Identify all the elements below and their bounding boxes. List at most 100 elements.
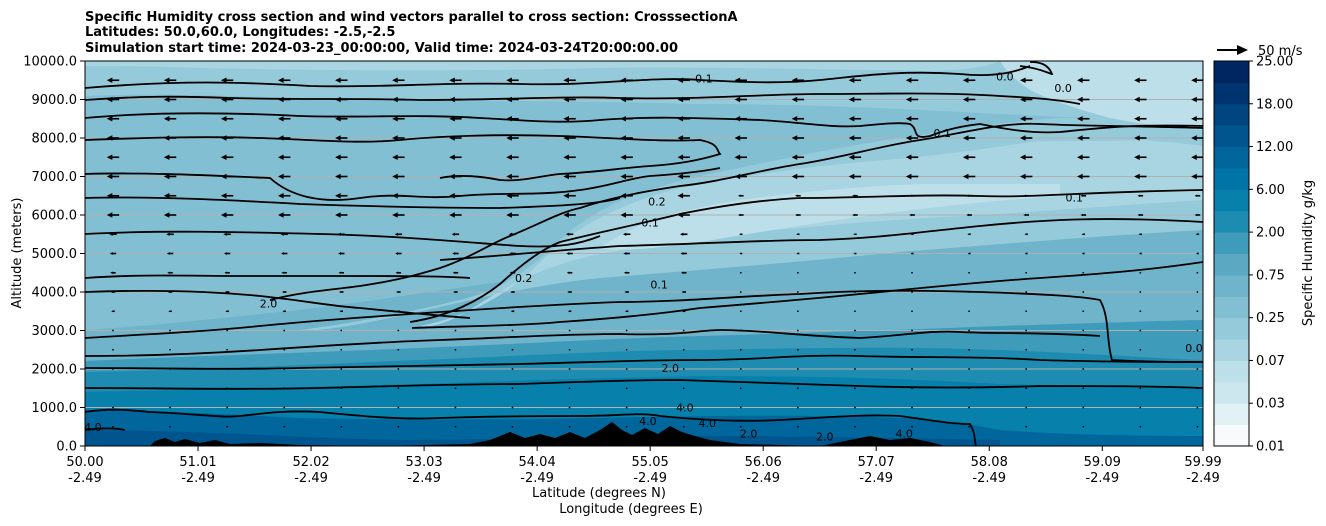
y-tick-label: 7000.0 bbox=[32, 170, 78, 185]
contour-label: 0.2 bbox=[648, 196, 666, 209]
wind-vector bbox=[283, 348, 286, 351]
wind-vector-head bbox=[278, 154, 284, 160]
y-tick-label: 8000.0 bbox=[32, 132, 78, 147]
wind-vector bbox=[796, 348, 799, 351]
wind-vector-head bbox=[335, 193, 341, 199]
wind-vector-head bbox=[281, 291, 284, 293]
wind-vector-head bbox=[449, 212, 455, 218]
wind-vector-head bbox=[791, 135, 798, 141]
wind-vector-head bbox=[224, 271, 227, 274]
wind-vector-head bbox=[282, 310, 285, 313]
y-tick-label: 3000.0 bbox=[32, 324, 78, 339]
wind-vector bbox=[854, 425, 856, 428]
wind-vector bbox=[397, 348, 400, 351]
y-tick-label: 9000.0 bbox=[32, 93, 78, 108]
wind-vector bbox=[911, 271, 913, 274]
wind-vector bbox=[968, 425, 971, 428]
wind-vector-head bbox=[1134, 77, 1140, 83]
x-tick-label-lat: 57.07 bbox=[858, 455, 895, 470]
x-tick-label-lat: 50.00 bbox=[66, 455, 103, 470]
wind-vector-head bbox=[791, 173, 798, 180]
wind-vector bbox=[1025, 406, 1028, 409]
wind-vector-head bbox=[734, 135, 741, 141]
wind-vector-head bbox=[620, 135, 627, 141]
wind-vector-head bbox=[106, 193, 113, 199]
wind-vector-head bbox=[739, 252, 741, 255]
wind-vector-head bbox=[791, 96, 798, 103]
colorbar-segment bbox=[1214, 360, 1249, 383]
wind-vector-head bbox=[1194, 213, 1198, 217]
wind-vector bbox=[854, 291, 856, 293]
wind-vector-head bbox=[1024, 252, 1027, 255]
wind-vector-head bbox=[1134, 116, 1140, 122]
wind-vector bbox=[283, 425, 286, 428]
wind-vector bbox=[169, 406, 171, 409]
y-tick-label: 0.0 bbox=[56, 440, 77, 455]
colorbar-label: Specific Humidity g/kg bbox=[1301, 180, 1316, 326]
wind-vector bbox=[682, 348, 685, 351]
wind-vector-head bbox=[506, 154, 512, 160]
wind-vector bbox=[625, 329, 628, 332]
wind-vector-head bbox=[163, 135, 170, 141]
band-boundary-layer bbox=[85, 410, 1203, 446]
wind-vector-head bbox=[506, 96, 512, 103]
wind-vector-head bbox=[453, 291, 456, 293]
wind-vector bbox=[796, 291, 799, 293]
wind-vector bbox=[226, 425, 229, 428]
wind-vector bbox=[340, 406, 343, 409]
x-axis-label-longitude: Longitude (degrees E) bbox=[559, 502, 703, 517]
colorbar-segment bbox=[1214, 253, 1249, 276]
wind-vector-head bbox=[220, 212, 227, 218]
wind-vector-head bbox=[110, 291, 113, 293]
wind-vector-head bbox=[394, 232, 398, 236]
wind-vector bbox=[911, 368, 913, 370]
wind-vector bbox=[968, 329, 971, 332]
wind-vector bbox=[1139, 291, 1142, 293]
wind-vector-head bbox=[106, 77, 113, 83]
wind-vector-head bbox=[677, 77, 684, 83]
contour-label: 4.0 bbox=[676, 402, 694, 415]
wind-vector bbox=[340, 329, 343, 332]
wind-vector-head bbox=[506, 77, 512, 83]
wind-vector bbox=[397, 406, 400, 409]
wind-vector bbox=[226, 368, 229, 370]
contour-label: 0.0 bbox=[1185, 342, 1203, 355]
colorbar-segment bbox=[1214, 424, 1249, 447]
wind-vector-head bbox=[563, 193, 569, 199]
wind-vector-head bbox=[392, 77, 398, 83]
wind-vector-head bbox=[281, 271, 284, 274]
wind-vector bbox=[682, 425, 685, 428]
wind-vector bbox=[1196, 387, 1199, 390]
wind-vector-head bbox=[506, 135, 512, 141]
wind-vector-head bbox=[163, 77, 170, 83]
wind-vector bbox=[568, 406, 571, 409]
wind-vector-head bbox=[905, 173, 912, 180]
wind-vector-head bbox=[848, 154, 855, 160]
wind-vector-head bbox=[392, 116, 398, 122]
chart-title-line-2: Latitudes: 50.0,60.0, Longitudes: -2.5,-… bbox=[85, 25, 395, 40]
wind-vector-head bbox=[1195, 233, 1198, 235]
wind-vector-head bbox=[967, 252, 969, 255]
wind-vector bbox=[511, 425, 514, 428]
wind-vector-head bbox=[449, 193, 455, 199]
wind-vector bbox=[1139, 368, 1142, 370]
wind-vector-head bbox=[677, 154, 684, 160]
wind-vector-head bbox=[967, 233, 969, 235]
wind-vector-head bbox=[966, 194, 969, 197]
y-tick-label: 5000.0 bbox=[32, 247, 78, 262]
wind-vector-head bbox=[853, 252, 855, 255]
wind-vector-head bbox=[1137, 213, 1141, 217]
wind-vector-head bbox=[1080, 194, 1083, 197]
band-mid-upper bbox=[85, 61, 1203, 122]
x-axis-ticks: 50.00-2.4951.01-2.4952.02-2.4953.03-2.49… bbox=[66, 446, 1222, 486]
wind-vector bbox=[911, 406, 913, 409]
wind-vector bbox=[1196, 291, 1199, 293]
contour-label: 0.1 bbox=[1066, 192, 1084, 205]
chart-title-line-3: Simulation start time: 2024-03-23_00:00:… bbox=[85, 41, 678, 56]
wind-vector-head bbox=[1081, 233, 1084, 235]
wind-vector bbox=[1139, 271, 1142, 274]
x-tick-label-lon: -2.49 bbox=[68, 471, 102, 486]
wind-vector bbox=[1082, 425, 1085, 428]
wind-vector-head bbox=[451, 232, 456, 236]
wind-vector bbox=[1196, 348, 1199, 351]
